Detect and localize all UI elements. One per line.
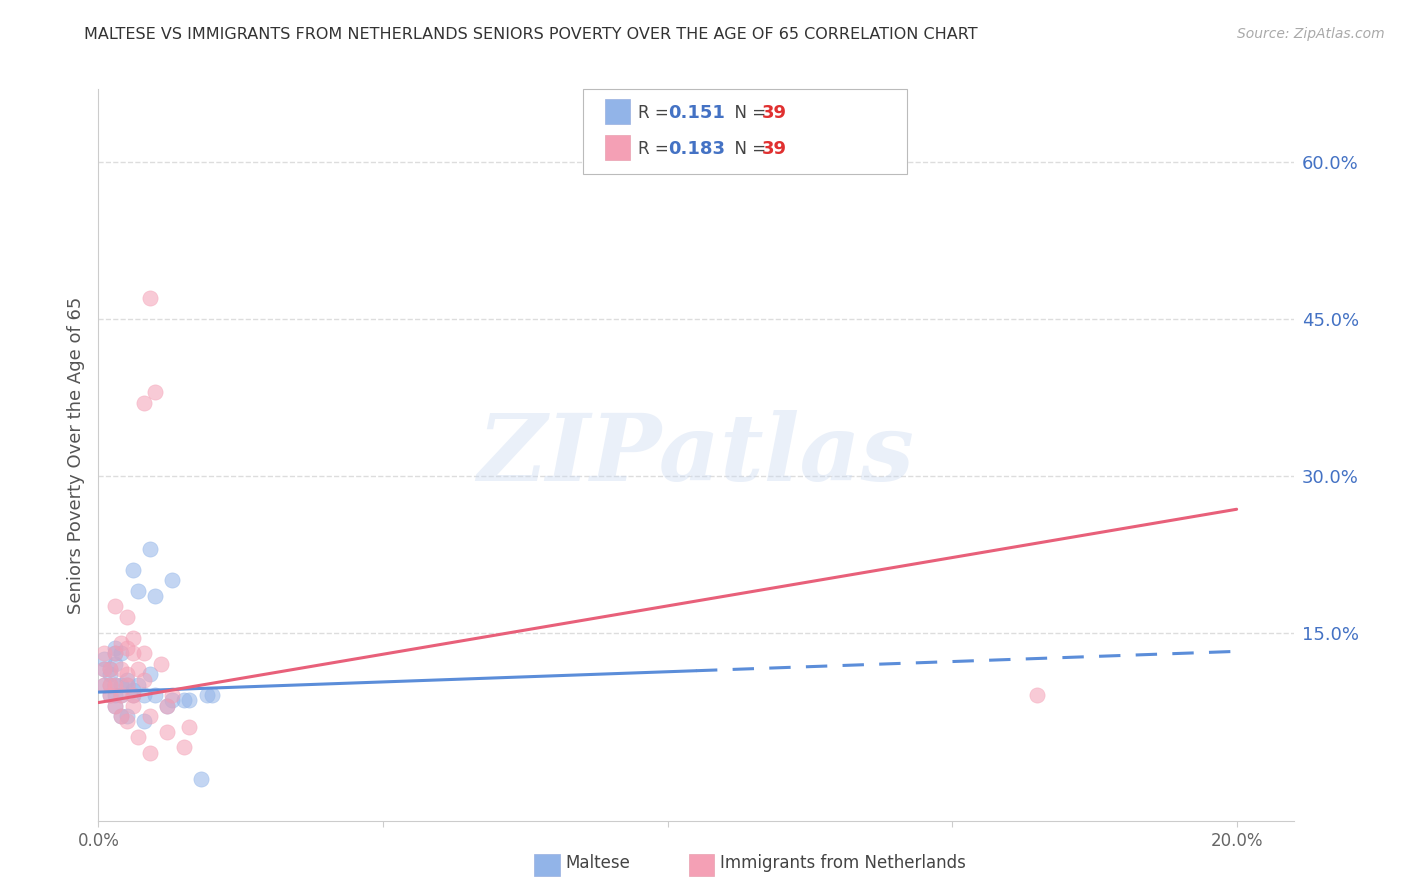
Point — [138, 291, 160, 305]
Point — [104, 641, 127, 656]
Point — [121, 688, 143, 702]
Point — [156, 698, 179, 713]
Text: ZIPatlas: ZIPatlas — [478, 410, 914, 500]
Point — [127, 662, 149, 676]
Point — [143, 385, 166, 400]
Point — [121, 688, 143, 702]
Point — [138, 709, 160, 723]
Point — [156, 698, 179, 713]
Point — [138, 667, 160, 681]
Text: Maltese: Maltese — [565, 855, 630, 872]
Point — [201, 688, 224, 702]
Point — [93, 662, 115, 676]
Point — [110, 636, 132, 650]
Point — [132, 688, 155, 702]
Point — [121, 631, 143, 645]
Point — [150, 657, 173, 671]
Point — [162, 688, 184, 702]
Point — [132, 673, 155, 687]
Point — [110, 709, 132, 723]
Point — [110, 647, 132, 661]
Point — [104, 657, 127, 671]
Text: 39: 39 — [762, 104, 787, 122]
Point — [93, 647, 115, 661]
Point — [179, 720, 201, 734]
Point — [127, 583, 149, 598]
Point — [104, 698, 127, 713]
Point — [1026, 688, 1049, 702]
Text: Immigrants from Netherlands: Immigrants from Netherlands — [720, 855, 966, 872]
Point — [93, 678, 115, 692]
Point — [127, 730, 149, 744]
Point — [115, 610, 138, 624]
Point — [115, 678, 138, 692]
Point — [127, 678, 149, 692]
Point — [143, 688, 166, 702]
Point — [110, 688, 132, 702]
Text: N =: N = — [724, 140, 772, 158]
Point — [93, 651, 115, 665]
Point — [98, 688, 121, 702]
Point — [115, 667, 138, 681]
Point — [104, 647, 127, 661]
Point — [121, 683, 143, 698]
Text: 0.151: 0.151 — [668, 104, 724, 122]
Point — [132, 647, 155, 661]
Text: N =: N = — [724, 104, 772, 122]
Point — [98, 667, 121, 681]
Point — [173, 693, 195, 707]
Point — [104, 678, 127, 692]
Point — [104, 647, 127, 661]
Point — [98, 678, 121, 692]
Point — [132, 714, 155, 729]
Point — [104, 688, 127, 702]
Point — [115, 641, 138, 656]
Point — [121, 647, 143, 661]
Point — [121, 698, 143, 713]
Text: R =: R = — [638, 140, 675, 158]
Point — [110, 709, 132, 723]
Text: 39: 39 — [762, 140, 787, 158]
Point — [110, 688, 132, 702]
Point — [98, 678, 121, 692]
Point — [132, 395, 155, 409]
Point — [195, 688, 218, 702]
Text: 0.183: 0.183 — [668, 140, 725, 158]
Point — [143, 589, 166, 603]
Point — [190, 772, 212, 786]
Point — [156, 724, 179, 739]
Point — [162, 574, 184, 588]
Point — [138, 541, 160, 556]
Point — [104, 698, 127, 713]
Text: R =: R = — [638, 104, 675, 122]
Point — [115, 678, 138, 692]
Point — [115, 709, 138, 723]
Point — [173, 740, 195, 755]
Point — [93, 678, 115, 692]
Text: MALTESE VS IMMIGRANTS FROM NETHERLANDS SENIORS POVERTY OVER THE AGE OF 65 CORREL: MALTESE VS IMMIGRANTS FROM NETHERLANDS S… — [84, 27, 979, 42]
Y-axis label: Seniors Poverty Over the Age of 65: Seniors Poverty Over the Age of 65 — [66, 296, 84, 614]
Point — [115, 714, 138, 729]
Point — [179, 693, 201, 707]
Point — [115, 673, 138, 687]
Point — [138, 746, 160, 760]
Point — [104, 678, 127, 692]
Point — [104, 599, 127, 614]
Point — [98, 662, 121, 676]
Point — [110, 662, 132, 676]
Point — [98, 688, 121, 702]
Point — [98, 662, 121, 676]
Point — [162, 693, 184, 707]
Point — [110, 678, 132, 692]
Point — [93, 662, 115, 676]
Text: Source: ZipAtlas.com: Source: ZipAtlas.com — [1237, 27, 1385, 41]
Point — [121, 563, 143, 577]
